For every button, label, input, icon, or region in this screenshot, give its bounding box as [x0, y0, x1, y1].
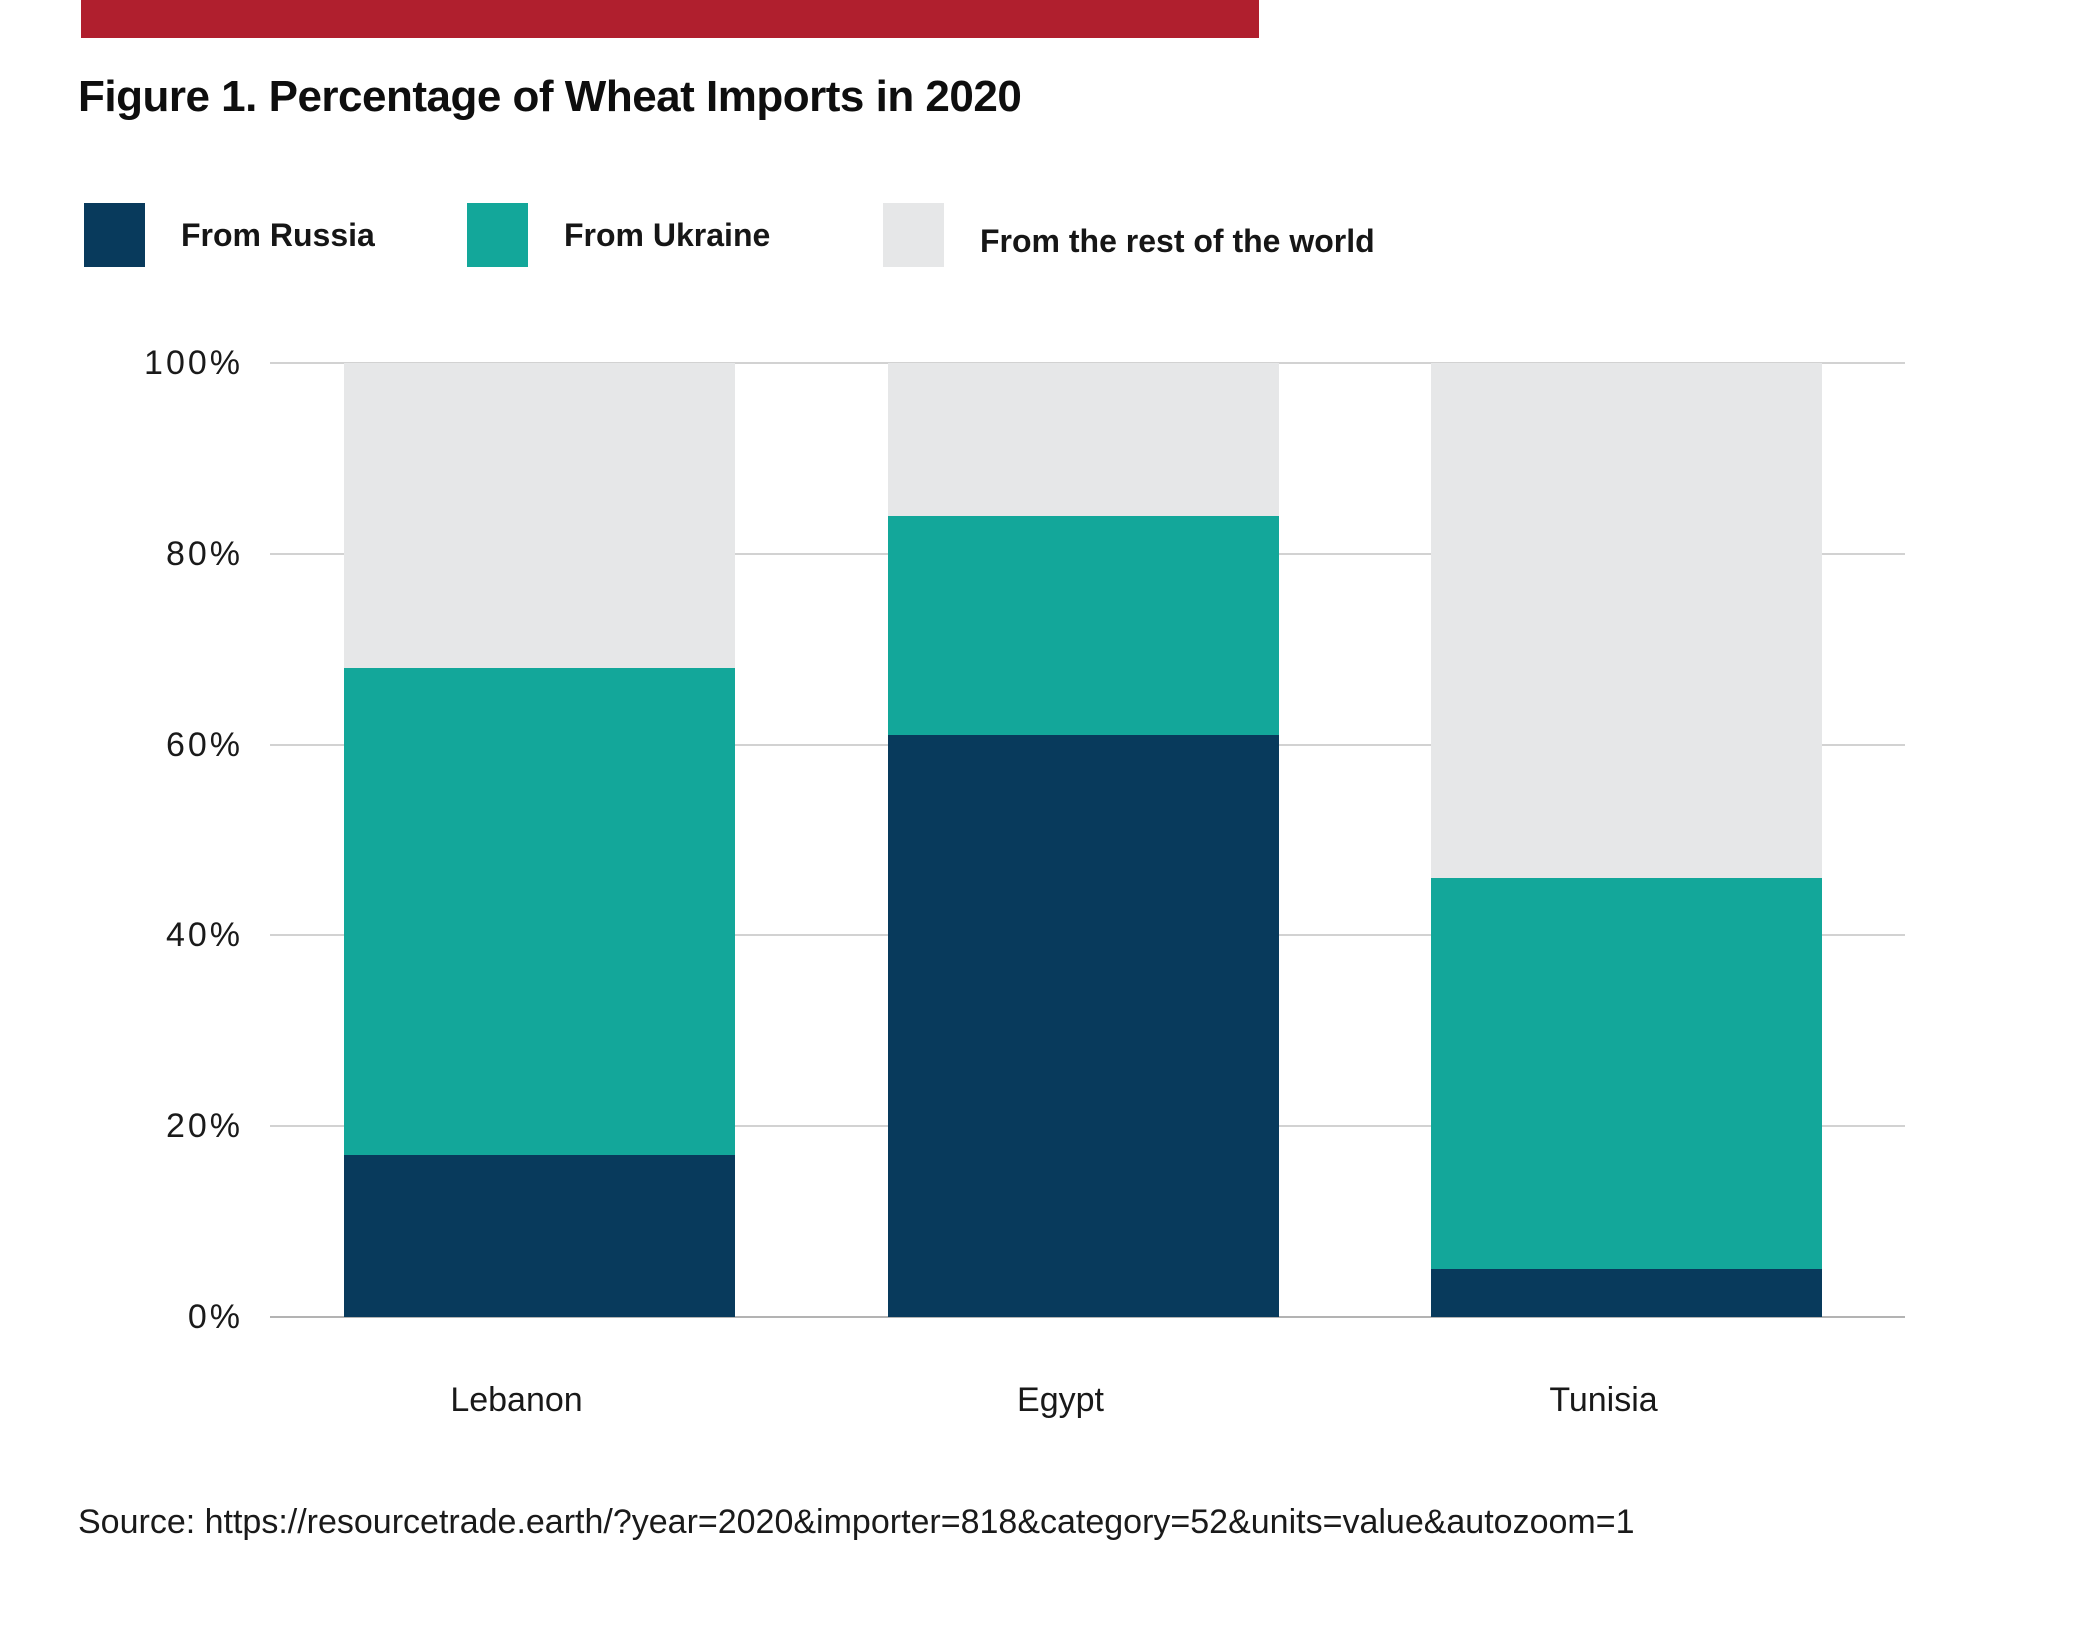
legend-item-rest-of-world: From the rest of the world [883, 203, 1375, 267]
x-axis-label-tunisia: Tunisia [1549, 1381, 1658, 1419]
bar-egypt-russia [888, 735, 1279, 1317]
legend-label-ukraine: From Ukraine [564, 216, 771, 253]
source-text: Source: https://resourcetrade.earth/?yea… [78, 1503, 1635, 1541]
figure-title: Figure 1. Percentage of Wheat Imports in… [78, 72, 1022, 121]
y-axis-label-60: 60% [165, 725, 243, 764]
legend-swatch-russia-icon [84, 203, 145, 267]
bar-tunisia-russia [1431, 1269, 1822, 1317]
bar-lebanon-rest-of-world [344, 363, 735, 669]
bar-egypt-rest-of-world [888, 363, 1279, 516]
y-axis-label-40: 40% [165, 916, 243, 955]
x-axis-label-lebanon: Lebanon [450, 1381, 583, 1419]
gridline-0pct [270, 1316, 1905, 1318]
bar-egypt-ukraine [888, 515, 1279, 736]
legend-swatch-rest-of-world-icon [883, 203, 944, 267]
y-axis-label-100: 100% [144, 344, 243, 382]
legend-swatch-ukraine-icon [467, 203, 528, 267]
y-axis-label-20: 20% [165, 1107, 243, 1146]
y-axis-label-80: 80% [165, 534, 243, 573]
legend-item-russia: From Russia [84, 203, 375, 267]
legend-label-russia: From Russia [181, 216, 375, 253]
bar-lebanon-russia [344, 1154, 735, 1317]
bar-tunisia-ukraine [1431, 878, 1822, 1270]
y-axis-label-0: 0% [187, 1298, 243, 1336]
bar-tunisia-rest-of-world [1431, 363, 1822, 879]
x-axis-label-egypt: Egypt [1017, 1381, 1104, 1419]
accent-bar [81, 0, 1259, 38]
legend-item-ukraine: From Ukraine [467, 203, 770, 267]
legend-label-rest-of-world: From the rest of the world [980, 222, 1375, 259]
bar-lebanon-ukraine [344, 668, 735, 1155]
